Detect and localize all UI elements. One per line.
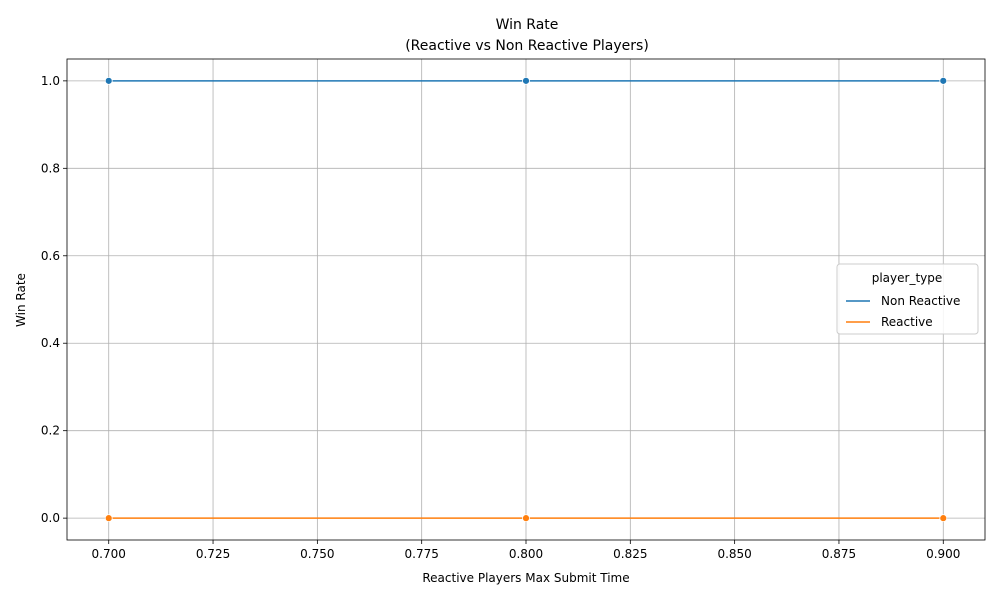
- x-tick-label: 0.700: [92, 547, 126, 561]
- plot-frame: [66, 58, 986, 541]
- x-tick-label: 0.850: [717, 547, 751, 561]
- chart-subtitle: (Reactive vs Non Reactive Players): [405, 38, 649, 54]
- data-point-non-reactive: [522, 76, 530, 85]
- x-tick-label: 0.750: [300, 547, 334, 561]
- y-tick-label: 0.2: [41, 424, 60, 438]
- legend: player_type Non Reactive Reactive: [836, 263, 979, 335]
- x-tick-label: 0.725: [196, 547, 230, 561]
- y-tick-label: 0.6: [41, 249, 60, 263]
- data-point-non-reactive: [104, 76, 113, 85]
- y-axis-label: Win Rate: [14, 273, 28, 327]
- series-lines: [104, 76, 948, 523]
- chart-title: Win Rate: [496, 17, 559, 33]
- x-tick-label: 0.800: [509, 547, 543, 561]
- data-point-non-reactive: [939, 76, 948, 85]
- y-tick-label: 0.4: [41, 336, 60, 350]
- legend-box: [836, 263, 979, 335]
- y-tick-label: 1.0: [41, 74, 60, 88]
- x-tick-label: 0.775: [405, 547, 439, 561]
- data-point-reactive: [104, 514, 113, 523]
- y-tick-label: 0.0: [41, 511, 60, 525]
- legend-label-non-reactive: Non Reactive: [881, 294, 960, 308]
- data-point-reactive: [939, 514, 948, 523]
- data-point-reactive: [522, 514, 530, 523]
- y-tick-label: 0.8: [41, 161, 60, 175]
- x-tick-label: 0.825: [613, 547, 647, 561]
- legend-title: player_type: [872, 271, 943, 285]
- x-tick-label: 0.875: [822, 547, 856, 561]
- x-axis-label: Reactive Players Max Submit Time: [422, 571, 629, 585]
- legend-label-reactive: Reactive: [881, 315, 933, 329]
- y-axis-ticks: 0.0 0.2 0.4 0.6 0.8 1.0: [41, 74, 67, 525]
- x-axis-ticks: 0.700 0.725 0.750 0.775 0.800 0.825 0.850 0.875…: [92, 540, 960, 561]
- x-tick-label: 0.900: [926, 547, 960, 561]
